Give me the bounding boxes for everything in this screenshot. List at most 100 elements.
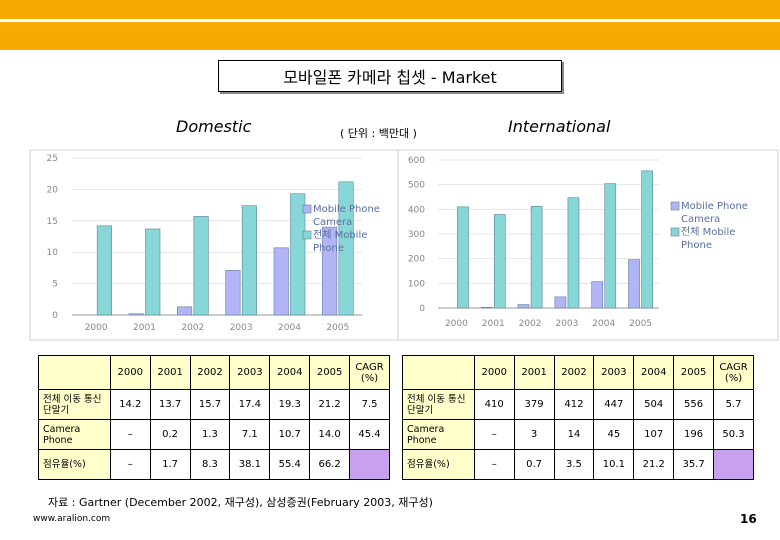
y-tick-label: 500	[408, 181, 425, 191]
legend-label: Phone	[313, 243, 344, 254]
legend-label: Mobile Phone	[681, 201, 748, 212]
table-cell: –	[473, 419, 515, 450]
table-cell: 55.4	[269, 449, 311, 480]
x-tick-label: 2005	[326, 323, 349, 333]
table-cell: 14.2	[109, 389, 151, 420]
x-tick-label: 2003	[555, 319, 578, 329]
table-header-cell: 2003	[593, 355, 635, 390]
table-cell: 5.7	[713, 389, 754, 420]
table-row-label: 전체 이동 통신 단말기	[38, 389, 111, 420]
mobile-phone-bar	[604, 183, 617, 309]
table-header-cell: 2004	[633, 355, 675, 390]
slide-title-text: 모바일폰 카메라 칩셋 - Market	[283, 68, 497, 87]
table-cell: 66.2	[309, 449, 351, 480]
table-cell: 19.3	[269, 389, 311, 420]
y-tick-label: 25	[47, 154, 58, 164]
mobile-phone-bar	[567, 197, 580, 309]
table-cell: 107	[633, 419, 675, 450]
mobile-phone-bar	[530, 206, 543, 309]
y-tick-label: 400	[408, 205, 425, 215]
table-row: 전체 이동 통신 단말기 14.2 13.7 15.7 17.4 19.3 21.2 7.5	[38, 389, 390, 420]
table-row: 점유율(%) –0.7 3.5 10.1 21.2 35.7	[402, 449, 754, 480]
table-header-cell: 2005	[309, 355, 351, 390]
table-header-cell: 2002	[189, 355, 231, 390]
table-cell: 38.1	[229, 449, 271, 480]
y-tick-label: 10	[47, 248, 59, 258]
y-tick-label: 0	[419, 304, 425, 314]
table-header-cell: CAGR (%)	[713, 355, 754, 390]
x-tick-label: 2000	[445, 319, 468, 329]
x-tick-label: 2000	[85, 323, 108, 333]
top-banner-line	[0, 19, 780, 22]
table-cell: 45.4	[349, 419, 390, 450]
camera-phone-bar	[128, 313, 144, 316]
table-header-row: 2000 2001 2002 2003 2004 2005 CAGR (%)	[38, 355, 390, 390]
legend-label: Phone	[681, 240, 712, 251]
x-tick-label: 2004	[592, 319, 615, 329]
legend-label: Camera	[313, 217, 352, 228]
table-header-cell: 2001	[149, 355, 191, 390]
table-cell: 504	[633, 389, 675, 420]
page-number: 16	[740, 512, 757, 526]
camera-phone-bar	[554, 296, 567, 309]
table-cell: 412	[553, 389, 595, 420]
legend-swatch-camera-phone	[670, 201, 680, 211]
international-chart-title: International	[508, 117, 611, 136]
table-row-label: Camera Phone	[402, 419, 475, 450]
x-tick-label: 2001	[482, 319, 505, 329]
table-cell: 35.7	[673, 449, 715, 480]
y-tick-label: 300	[408, 230, 425, 240]
legend-label: 전체 Mobile	[681, 226, 735, 238]
table-row: Camera Phone –0.2 1.3 7.1 10.7 14.0 45.4	[38, 419, 390, 450]
table-cell: 196	[673, 419, 715, 450]
x-tick-label: 2001	[133, 323, 156, 333]
table-header-cell: 2001	[513, 355, 555, 390]
table-cell: 14.0	[309, 419, 351, 450]
x-tick-label: 2005	[629, 319, 652, 329]
table-cell: 45	[593, 419, 635, 450]
table-row-label: 점유율(%)	[38, 449, 111, 480]
mobile-phone-bar	[96, 225, 112, 316]
table-header-cell	[38, 355, 111, 390]
table-cell	[349, 449, 390, 480]
top-banner	[0, 0, 780, 50]
mobile-phone-bar	[145, 228, 161, 316]
table-cell: 13.7	[149, 389, 191, 420]
camera-phone-bar	[225, 270, 241, 316]
legend-label: Camera	[681, 214, 720, 225]
table-cell: 7.1	[229, 419, 271, 450]
mobile-phone-bar	[338, 181, 354, 316]
mobile-phone-bar	[193, 216, 209, 316]
y-tick-label: 15	[47, 217, 58, 227]
legend-label: Mobile Phone	[313, 204, 380, 215]
table-cell: 0.7	[513, 449, 555, 480]
table-cell: 379	[513, 389, 555, 420]
camera-phone-bar	[273, 247, 289, 316]
table-cell: 50.3	[713, 419, 754, 450]
camera-phone-bar	[480, 306, 493, 309]
domestic-table: 2000 2001 2002 2003 2004 2005 CAGR (%) 전체 이동 통신…	[38, 355, 390, 480]
table-row-label: 전체 이동 통신 단말기	[402, 389, 475, 420]
table-row-label: 점유율(%)	[402, 449, 475, 480]
mobile-phone-bar	[641, 170, 653, 309]
legend-swatch-camera-phone	[302, 204, 312, 214]
table-cell: 15.7	[189, 389, 231, 420]
table-cell: 1.7	[149, 449, 191, 480]
table-cell: –	[109, 419, 151, 450]
table-row-label: Camera Phone	[38, 419, 111, 450]
table-cell: 21.2	[309, 389, 351, 420]
domestic-chart-title: Domestic	[176, 117, 252, 136]
table-header-cell: 2003	[229, 355, 271, 390]
table-cell: 10.7	[269, 419, 311, 450]
camera-phone-bar	[628, 259, 640, 309]
x-tick-label: 2003	[230, 323, 253, 333]
international-table: 2000 2001 2002 2003 2004 2005 CAGR (%) 전체 이동 통신…	[402, 355, 754, 480]
table-cell: 10.1	[593, 449, 635, 480]
table-cell: 556	[673, 389, 715, 420]
mobile-phone-bar	[457, 206, 469, 309]
y-tick-label: 100	[408, 279, 425, 289]
table-header-cell: 2000	[109, 355, 151, 390]
table-cell: 0.2	[149, 419, 191, 450]
table-cell: 17.4	[229, 389, 271, 420]
